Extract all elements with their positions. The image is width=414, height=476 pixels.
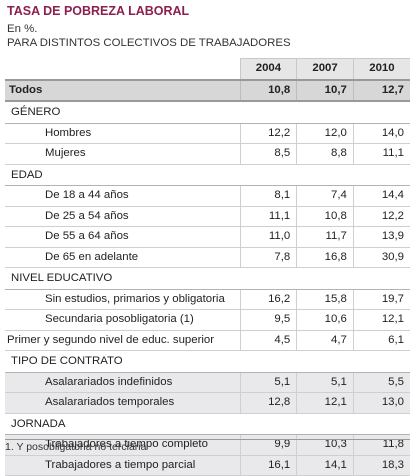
section-row: TIPO DE CONTRATO <box>5 350 410 373</box>
data-table: 2004 2007 2010 Todos 10,8 10,7 12,7 GÉNE… <box>5 58 410 476</box>
section-label: NIVEL EDUCATIVO <box>5 267 410 290</box>
row-label: Asalarariados indefinidos <box>5 372 241 393</box>
cell-value: 10,6 <box>296 309 354 331</box>
cell-value: 12,2 <box>352 206 410 227</box>
section-row: NIVEL EDUCATIVO <box>5 267 410 290</box>
cell-value: 7,8 <box>239 247 297 268</box>
cell-value: 16,8 <box>296 247 354 268</box>
cell-value: 12,8 <box>239 392 297 414</box>
chart-subtitle-unit: En %. <box>7 23 38 35</box>
table-row: Secundaria posobligatoria (1) 9,5 10,6 12,1 <box>5 309 410 331</box>
total-row: Todos 10,8 10,7 12,7 <box>5 78 410 102</box>
row-label: De 55 a 64 años <box>5 226 241 248</box>
total-label: Todos <box>5 78 241 102</box>
cell-value: 30,9 <box>352 247 410 268</box>
cell-value: 18,3 <box>352 455 410 476</box>
total-value: 12,7 <box>352 78 410 102</box>
cell-value: 5,1 <box>239 372 297 393</box>
table-row: Asalarariados temporales 12,8 12,1 13,0 <box>5 392 410 414</box>
cell-value: 8,8 <box>296 143 354 165</box>
table-row: De 25 a 54 años 11,1 10,8 12,2 <box>5 206 410 227</box>
column-header: 2007 <box>296 58 354 80</box>
bottom-rule <box>5 439 410 440</box>
cell-value: 16,2 <box>239 289 297 310</box>
section-row: EDAD <box>5 163 410 186</box>
header-row: 2004 2007 2010 <box>5 58 410 80</box>
cell-value: 19,7 <box>352 289 410 310</box>
row-label: Mujeres <box>5 143 241 165</box>
cell-value: 13,9 <box>352 226 410 248</box>
table-row: Asalarariados indefinidos 5,1 5,1 5,5 <box>5 372 410 393</box>
table-body: Todos 10,8 10,7 12,7 GÉNERO Hombres 12,2 12… <box>5 78 410 476</box>
cell-value: 6,1 <box>352 330 410 351</box>
chart-subtitle: PARA DISTINTOS COLECTIVOS DE TRABAJADORE… <box>7 37 291 49</box>
row-label: Hombres <box>5 123 241 144</box>
row-label: De 18 a 44 años <box>5 185 241 207</box>
table-row: De 18 a 44 años 8,1 7,4 14,4 <box>5 185 410 207</box>
chart-title: TASA DE POBREZA LABORAL <box>7 4 190 18</box>
table-row: Sin estudios, primarios y obligatoria 16,… <box>5 289 410 310</box>
header-blank <box>5 59 240 80</box>
cell-value: 10,8 <box>296 206 354 227</box>
cell-value: 15,8 <box>296 289 354 310</box>
cell-value: 5,1 <box>296 372 354 393</box>
cell-value: 11,1 <box>352 143 410 165</box>
cell-value: 14,1 <box>296 455 354 476</box>
section-label: EDAD <box>5 163 410 186</box>
cell-value: 13,0 <box>352 392 410 414</box>
row-label: De 65 en adelante <box>5 247 241 268</box>
cell-value: 14,4 <box>352 185 410 207</box>
table-row: Mujeres 8,5 8,8 11,1 <box>5 143 410 165</box>
row-label: Sin estudios, primarios y obligatoria <box>5 289 241 310</box>
cell-value: 8,1 <box>239 185 297 207</box>
cell-value: 4,7 <box>296 330 354 351</box>
section-label: TIPO DE CONTRATO <box>5 350 410 373</box>
section-label: GÉNERO <box>5 100 410 124</box>
table-row: Hombres 12,2 12,0 14,0 <box>5 123 410 144</box>
cell-value: 11,7 <box>296 226 354 248</box>
section-row: GÉNERO <box>5 100 410 124</box>
cell-value: 9,5 <box>239 309 297 331</box>
cell-value: 8,5 <box>239 143 297 165</box>
cell-value: 7,4 <box>296 185 354 207</box>
cell-value: 10,3 <box>296 434 354 456</box>
cell-value: 11,1 <box>239 206 297 227</box>
column-header: 2010 <box>352 58 410 80</box>
section-row: JORNADA <box>5 412 410 435</box>
row-label: Secundaria posobligatoria (1) <box>5 309 241 331</box>
row-label: Trabajadores a tiempo parcial <box>5 455 241 476</box>
cell-value: 12,1 <box>352 309 410 331</box>
total-value: 10,8 <box>239 78 297 102</box>
column-header: 2004 <box>239 58 297 80</box>
cell-value: 14,0 <box>352 123 410 144</box>
row-label: Primer y segundo nivel de educ. superior <box>5 330 241 351</box>
cell-value: 11,0 <box>239 226 297 248</box>
row-label: Asalarariados temporales <box>5 392 241 414</box>
table-row: Trabajadores a tiempo parcial 16,1 14,1 18,… <box>5 455 410 476</box>
table-row: De 65 en adelante 7,8 16,8 30,9 <box>5 247 410 268</box>
footnote: 1. Y posobligatoria no terciaria <box>5 441 147 453</box>
section-label: JORNADA <box>5 412 410 435</box>
cell-value: 12,0 <box>296 123 354 144</box>
cell-value: 12,2 <box>239 123 297 144</box>
row-label: De 25 a 54 años <box>5 206 241 227</box>
cell-value: 16,1 <box>239 455 297 476</box>
cell-value: 4,5 <box>239 330 297 351</box>
chart-container: TASA DE POBREZA LABORAL En %. PARA DISTI… <box>5 4 410 476</box>
cell-value: 5,5 <box>352 372 410 393</box>
cell-value: 12,1 <box>296 392 354 414</box>
cell-value: 9,9 <box>239 434 297 456</box>
cell-value: 11,8 <box>352 434 410 456</box>
total-value: 10,7 <box>296 78 354 102</box>
table-row: Primer y segundo nivel de educ. superior… <box>5 330 410 351</box>
table-row: De 55 a 64 años 11,0 11,7 13,9 <box>5 226 410 248</box>
